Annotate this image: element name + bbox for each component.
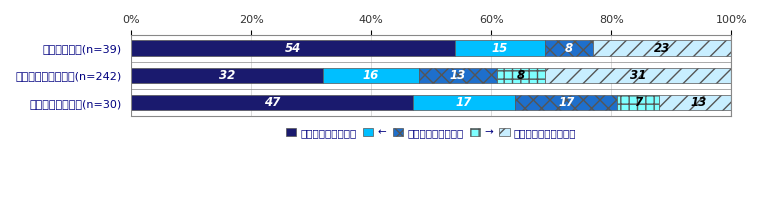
Text: 54: 54 — [285, 42, 301, 55]
Text: 23: 23 — [654, 42, 671, 55]
Text: 8: 8 — [565, 42, 573, 55]
Text: 13: 13 — [690, 96, 706, 109]
Text: 32: 32 — [219, 69, 235, 82]
Text: 15: 15 — [492, 42, 508, 55]
Text: 31: 31 — [630, 69, 646, 82]
Text: 13: 13 — [450, 69, 466, 82]
Text: 7: 7 — [634, 96, 642, 109]
Bar — [545, 67, 732, 83]
Bar — [545, 40, 593, 56]
Legend: 事件と関係している, ←, どちらともいえない, →, 事件と全く関係がない: 事件と関係している, ←, どちらともいえない, →, 事件と全く関係がない — [282, 124, 581, 142]
Text: 47: 47 — [264, 96, 280, 109]
Bar — [455, 40, 545, 56]
Text: 8: 8 — [517, 69, 525, 82]
Bar — [413, 95, 515, 111]
Bar — [131, 67, 323, 83]
Text: 17: 17 — [456, 96, 472, 109]
Bar — [593, 40, 732, 56]
Bar — [659, 95, 737, 111]
Bar — [497, 67, 545, 83]
Bar — [617, 95, 659, 111]
Bar — [323, 67, 419, 83]
Bar — [419, 67, 497, 83]
Bar — [515, 95, 617, 111]
Bar — [131, 40, 455, 56]
Text: 16: 16 — [363, 69, 379, 82]
Bar — [131, 95, 413, 111]
Text: 17: 17 — [558, 96, 575, 109]
